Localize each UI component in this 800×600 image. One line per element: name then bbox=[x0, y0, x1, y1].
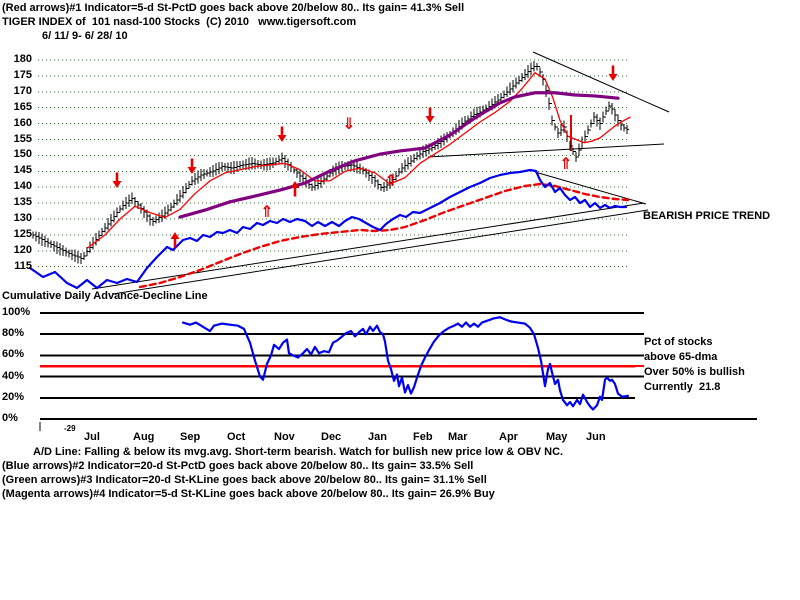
trendline bbox=[534, 171, 647, 205]
x-axis-month-label: Mar bbox=[448, 431, 468, 443]
x-axis-month-label: Sep bbox=[180, 431, 201, 443]
up-arrow-outline-icon: ⇑ bbox=[559, 154, 572, 173]
x-axis-month-label: Feb bbox=[413, 431, 433, 443]
price-y-axis-label: 150 bbox=[13, 148, 32, 161]
pct-note-line: Over 50% is bullish bbox=[644, 366, 745, 378]
down-arrow-shaft bbox=[280, 126, 284, 136]
up-arrow-outline-icon: ⇑ bbox=[260, 202, 273, 221]
up-arrow-shaft bbox=[293, 187, 297, 197]
x-axis-month-label: Oct bbox=[227, 431, 246, 443]
x-axis-month-label: Aug bbox=[133, 431, 155, 443]
ma-fast-red-line bbox=[87, 72, 631, 249]
footer-line: (Green arrows)#3 Indicator=20-d St-KLine… bbox=[2, 474, 487, 486]
footer-line: A/D Line: Falling & below its mvg.avg. S… bbox=[33, 446, 564, 458]
up-arrow-icon bbox=[170, 232, 180, 239]
price-y-axis-label: 175 bbox=[13, 68, 32, 81]
price-y-axis-label: 115 bbox=[14, 259, 32, 272]
trendline bbox=[532, 51, 670, 113]
trendline bbox=[112, 209, 649, 295]
bearish-price-trend-label: BEARISH PRICE TREND bbox=[643, 210, 771, 222]
ad-moving-average-line bbox=[138, 182, 630, 289]
chart-title: TIGER INDEX of 101 nasd-100 Stocks (C) 2… bbox=[2, 16, 357, 28]
pct-note-line: Currently 21.8 bbox=[644, 381, 721, 393]
price-y-axis-label: 180 bbox=[13, 53, 32, 65]
pct-y-axis-label: 60% bbox=[2, 348, 25, 361]
pct-y-axis-label: 0% bbox=[2, 412, 18, 424]
down-arrow-shaft bbox=[428, 107, 432, 117]
x-axis-month-label: Jan bbox=[368, 431, 387, 443]
price-y-axis-label: 165 bbox=[13, 100, 32, 113]
footer-line: (Blue arrows)#2 Indicator=20-d St-PctD g… bbox=[2, 460, 474, 472]
x-axis-month-label: Nov bbox=[274, 431, 295, 443]
price-y-axis-label: 140 bbox=[13, 180, 32, 193]
down-arrow-icon bbox=[277, 135, 287, 142]
up-arrow-outline-icon: ⇑ bbox=[384, 171, 397, 190]
pct-note-line: Pct of stocks bbox=[644, 336, 713, 348]
start-date-tick-label: -29 bbox=[64, 424, 76, 433]
header-indicator1-text: (Red arrows)#1 Indicator=5-d St-PctD goe… bbox=[2, 2, 465, 14]
pct-y-axis-label: 100% bbox=[2, 306, 31, 318]
trendline bbox=[427, 143, 665, 158]
x-axis-month-label: May bbox=[546, 431, 568, 443]
up-arrow-shaft bbox=[173, 238, 177, 248]
ma-slow-purple-line bbox=[178, 91, 620, 219]
x-axis-month-label: Dec bbox=[321, 431, 342, 443]
date-range-label: 6/ 11/ 9- 6/ 28/ 10 bbox=[42, 30, 128, 42]
x-axis-month-label: Jun bbox=[586, 431, 606, 443]
down-arrow-outline-icon: ⇓ bbox=[342, 114, 355, 133]
cumulative-ad-label: Cumulative Daily Advance-Decline Line bbox=[2, 290, 208, 302]
pct-y-axis-label: 20% bbox=[2, 390, 25, 403]
pct-y-axis-label: 80% bbox=[2, 327, 25, 340]
price-y-axis-label: 155 bbox=[13, 132, 32, 145]
down-arrow-shaft bbox=[115, 172, 119, 182]
pct-above-65dma-line bbox=[181, 316, 630, 411]
price-y-axis-label: 170 bbox=[13, 84, 32, 97]
pct-y-axis-label: 40% bbox=[2, 369, 25, 382]
down-arrow-icon bbox=[112, 181, 122, 188]
down-arrow-shaft bbox=[611, 65, 615, 75]
footer-line: (Magenta arrows)#4 Indicator=5-d St-KLin… bbox=[2, 488, 495, 500]
x-axis-month-label: Apr bbox=[499, 431, 518, 443]
down-arrow-shaft bbox=[190, 158, 194, 168]
price-y-axis-label: 160 bbox=[13, 116, 32, 129]
price-y-axis-label: 120 bbox=[13, 243, 32, 256]
price-y-axis-label: 145 bbox=[13, 164, 32, 177]
ad-cumulative-line bbox=[28, 168, 628, 290]
pct-note-line: above 65-dma bbox=[644, 351, 718, 363]
price-y-axis-label: 135 bbox=[13, 196, 32, 209]
down-arrow-icon bbox=[425, 116, 435, 123]
x-axis-month-label: Jul bbox=[84, 431, 100, 443]
down-arrow-icon bbox=[187, 167, 197, 174]
down-arrow-icon bbox=[608, 74, 618, 81]
up-arrow-icon bbox=[290, 181, 300, 188]
price-y-axis-label: 125 bbox=[13, 227, 32, 240]
price-y-axis-label: 130 bbox=[13, 212, 32, 224]
